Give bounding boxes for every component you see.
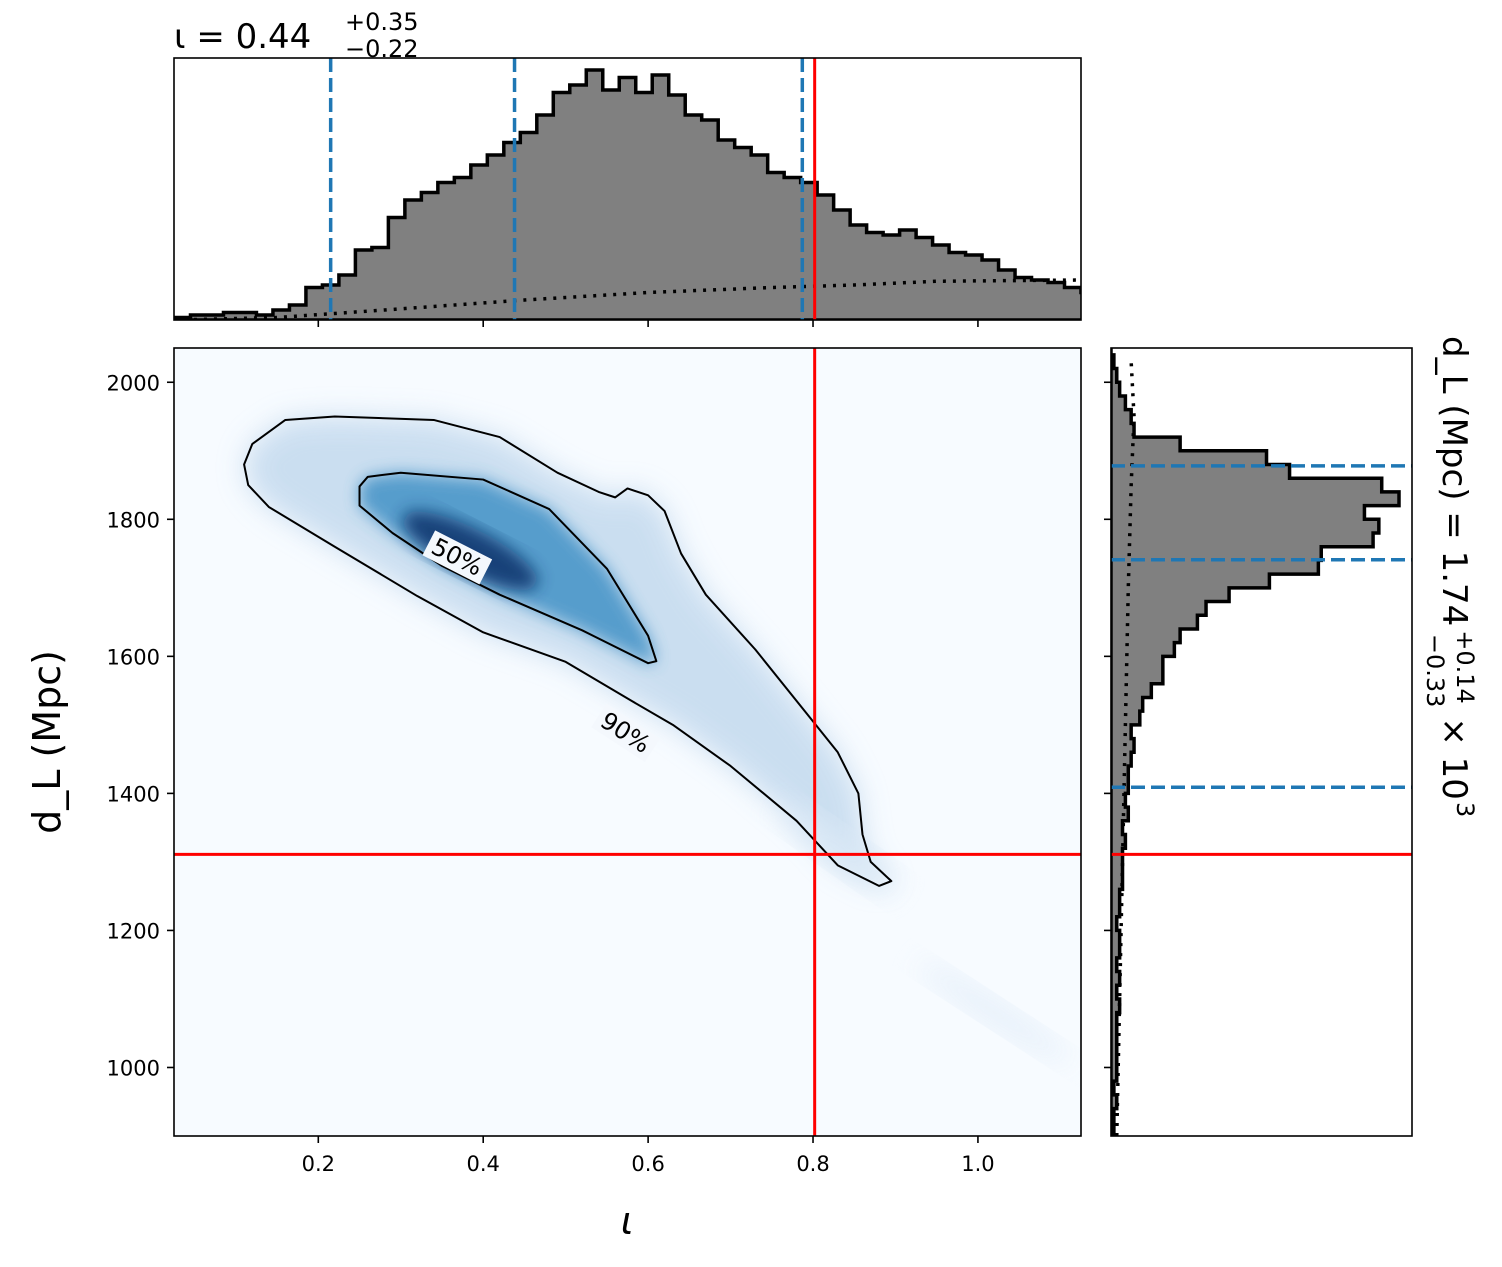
main-ytick-label-1600: 1600 <box>107 645 160 669</box>
top-panel-x-ticks <box>317 320 979 327</box>
main-x-ticks: 0.2 0.4 0.6 0.8 1.0 <box>302 1136 995 1176</box>
right-marginal-panel: d_L (Mpc) = 1.74 +0.14−0.33 × 10 3 <box>1104 336 1479 1137</box>
main-xtick-label-1.0: 1.0 <box>961 1152 994 1176</box>
main-xtick-label-0.8: 0.8 <box>796 1152 829 1176</box>
main-truth-lines <box>174 348 1081 1136</box>
right-panel-y-ticks <box>1104 381 1111 1069</box>
svg-text:d_L (Mpc) = 1.74+0.14−0.33× 10: d_L (Mpc) = 1.74 +0.14−0.33 × 10 3 <box>1421 336 1479 817</box>
top-panel-title: ι = 0.44 +0.35 −0.22 <box>174 8 419 63</box>
top-marginal-panel: ι = 0.44 +0.35 −0.22 <box>173 8 1082 327</box>
contour-label-50-bg <box>422 530 493 585</box>
main-ytick-label-1000: 1000 <box>107 1056 160 1080</box>
iota-posterior-histogram <box>174 68 1081 320</box>
contour-50 <box>358 471 658 665</box>
top-panel-frame <box>173 57 1082 321</box>
main-xtick-label-0.4: 0.4 <box>467 1152 500 1176</box>
iota-upper-error: +0.35 <box>345 8 419 36</box>
main-2d-panel: 50%90% 0.2 0.4 0.6 0.8 1.0 10001200140016001… <box>25 347 1082 1243</box>
main-xtick-label-0.2: 0.2 <box>302 1152 335 1176</box>
contour-90 <box>243 415 893 887</box>
density-tail <box>779 805 897 891</box>
main-ytick-label-1800: 1800 <box>107 508 160 532</box>
main-xtick-label-0.6: 0.6 <box>631 1152 664 1176</box>
main-panel-frame <box>173 347 1082 1137</box>
right-panel-title: d_L (Mpc) = 1.74 +0.14−0.33 × 10 3 <box>1421 336 1479 817</box>
dl-upper-error: +0.14 <box>1451 630 1479 704</box>
y-axis-title-text: d_L (Mpc) <box>25 650 69 834</box>
density-far-tail <box>918 962 1071 1063</box>
dl-scale-suffix: × 10 <box>1434 717 1474 800</box>
iota-histogram-bars <box>174 68 1081 320</box>
dl-histogram-bars <box>1111 348 1401 1136</box>
dl-quantile-lines <box>1111 464 1412 789</box>
dl-lower-error: −0.33 <box>1421 634 1449 708</box>
main-ytick-label-1400: 1400 <box>107 782 160 806</box>
right-panel-frame <box>1110 347 1413 1137</box>
iota-summary-title: ι = 0.44 <box>174 17 311 57</box>
dl-scale-exponent: 3 <box>1451 802 1479 817</box>
main-ytick-label-2000: 2000 <box>107 371 160 395</box>
main-ytick-label-1200: 1200 <box>107 919 160 943</box>
contour-label-90-bg <box>591 703 661 763</box>
dl-posterior-histogram <box>1111 348 1401 1136</box>
y-axis-title: d_L (Mpc) <box>25 650 69 834</box>
iota-quantile-lines <box>328 58 805 320</box>
contour-labels: 50%90% <box>422 530 661 763</box>
dl-summary-title: d_L (Mpc) = 1.74 <box>1434 336 1474 626</box>
main-y-ticks: 1000 1200 1400 1600 1800 2000 <box>107 371 174 1080</box>
credible-contours <box>243 415 893 887</box>
x-axis-title: ι <box>621 1199 634 1243</box>
